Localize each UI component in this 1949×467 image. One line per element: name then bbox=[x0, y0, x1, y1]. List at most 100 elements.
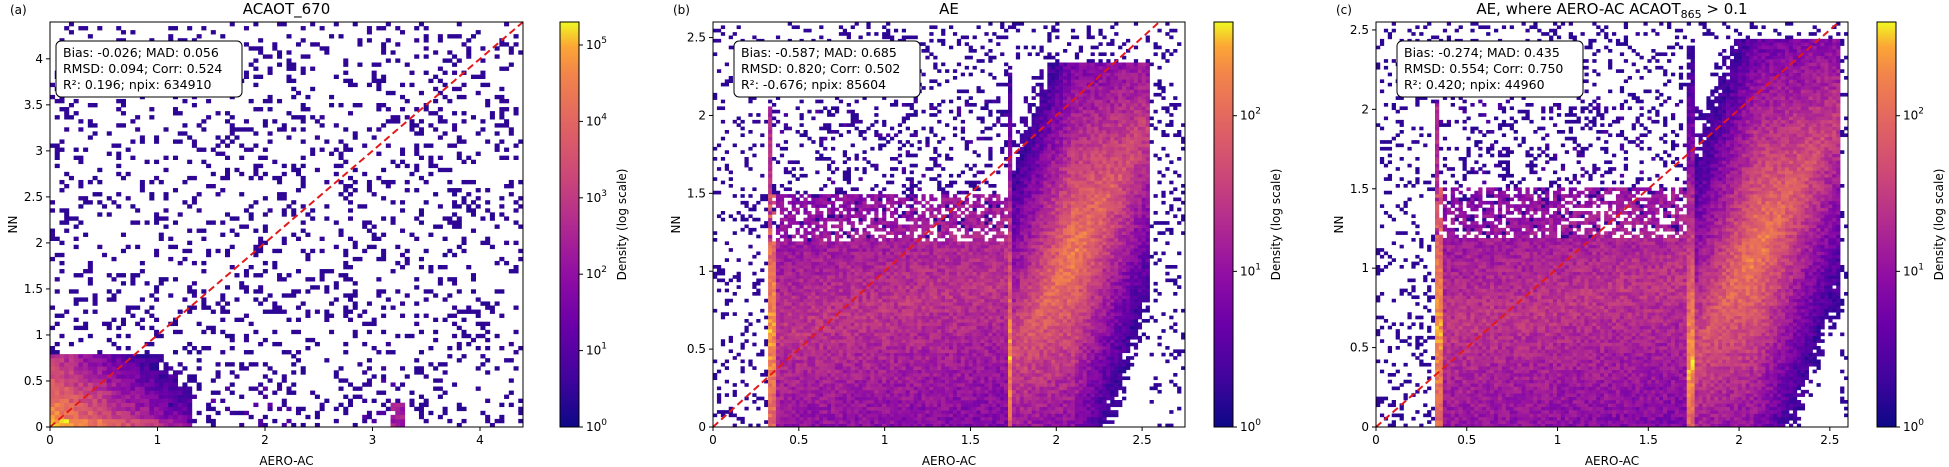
density-cell bbox=[68, 354, 74, 359]
density-cell bbox=[854, 248, 859, 252]
density-cell bbox=[234, 410, 240, 416]
density-cell bbox=[850, 238, 855, 242]
density-cell bbox=[850, 335, 855, 340]
density-cell bbox=[882, 389, 887, 394]
density-cell bbox=[106, 398, 112, 403]
density-cell bbox=[842, 416, 848, 421]
density-cell bbox=[795, 265, 800, 269]
density-cell bbox=[878, 406, 883, 411]
density-cell bbox=[720, 315, 726, 320]
density-cell bbox=[206, 98, 212, 104]
density-cell bbox=[779, 379, 785, 384]
density-cell bbox=[73, 98, 79, 104]
density-cell bbox=[783, 403, 789, 408]
density-cell bbox=[815, 420, 820, 424]
density-cell bbox=[716, 38, 722, 43]
density-cell bbox=[893, 339, 899, 343]
density-cell bbox=[787, 383, 792, 387]
density-cell bbox=[893, 420, 899, 424]
density-cell bbox=[897, 251, 903, 256]
density-cell bbox=[68, 289, 74, 294]
density-cell bbox=[310, 151, 316, 156]
density-cell bbox=[713, 231, 718, 235]
density-cell bbox=[258, 301, 264, 306]
density-cell bbox=[854, 308, 859, 313]
density-cell bbox=[343, 293, 349, 298]
density-cell bbox=[842, 265, 848, 269]
density-cell bbox=[823, 332, 828, 337]
density-cell bbox=[901, 396, 907, 401]
density-cell bbox=[807, 406, 812, 411]
density-cell bbox=[50, 402, 56, 408]
density-cell bbox=[811, 275, 816, 279]
density-cell bbox=[783, 231, 789, 235]
density-cell bbox=[768, 140, 773, 144]
density-cell bbox=[385, 22, 391, 27]
density-cell bbox=[352, 135, 358, 140]
density-cell bbox=[116, 406, 122, 412]
density-cell bbox=[811, 352, 816, 357]
density-cell bbox=[418, 394, 424, 399]
density-cell bbox=[874, 197, 879, 202]
density-cell bbox=[59, 422, 65, 428]
density-cell bbox=[68, 374, 74, 379]
density-cell bbox=[834, 278, 840, 283]
density-cell bbox=[827, 423, 832, 428]
density-cell bbox=[834, 285, 840, 289]
density-cell bbox=[799, 292, 804, 296]
density-cell bbox=[83, 374, 89, 379]
density-cell bbox=[866, 379, 871, 384]
density-cell bbox=[890, 204, 895, 208]
density-cell bbox=[713, 275, 718, 279]
density-cell bbox=[83, 354, 89, 359]
density-cell bbox=[144, 378, 150, 383]
density-cell bbox=[838, 400, 844, 404]
density-cell bbox=[827, 194, 832, 198]
density-cell bbox=[893, 241, 899, 246]
density-cell bbox=[485, 398, 491, 403]
density-cell bbox=[858, 386, 863, 391]
density-cell bbox=[870, 413, 875, 418]
density-cell bbox=[807, 214, 812, 219]
density-cell bbox=[262, 228, 268, 233]
density-cell bbox=[783, 140, 789, 144]
density-cell bbox=[775, 379, 781, 384]
density-cell bbox=[347, 398, 354, 403]
density-cell bbox=[819, 244, 824, 249]
density-cell bbox=[50, 208, 56, 213]
density-cell bbox=[827, 254, 832, 259]
density-cell bbox=[783, 248, 789, 252]
density-cell bbox=[831, 113, 836, 117]
density-cell bbox=[452, 281, 458, 286]
density-cell bbox=[787, 339, 792, 343]
density-cell bbox=[437, 362, 443, 367]
density-cell bbox=[187, 135, 193, 140]
density-cell bbox=[366, 410, 372, 416]
density-cell bbox=[862, 393, 867, 397]
density-cell bbox=[846, 170, 851, 175]
density-cell bbox=[50, 350, 56, 355]
density-cell bbox=[772, 389, 777, 394]
density-cell bbox=[83, 370, 89, 375]
density-cell bbox=[838, 322, 844, 327]
density-cell bbox=[390, 269, 396, 274]
density-cell bbox=[144, 386, 150, 391]
density-cell bbox=[858, 308, 863, 313]
density-cell bbox=[768, 389, 773, 394]
density-cell bbox=[823, 369, 828, 374]
density-cell bbox=[768, 190, 773, 195]
density-cell bbox=[381, 196, 387, 201]
density-cell bbox=[400, 301, 406, 306]
density-cell bbox=[850, 123, 855, 127]
density-cell bbox=[513, 34, 519, 39]
density-cell bbox=[168, 378, 174, 383]
density-cell bbox=[305, 54, 311, 59]
density-cell bbox=[102, 394, 108, 399]
density-cell bbox=[866, 389, 871, 394]
density-cell bbox=[485, 240, 491, 246]
density-cell bbox=[376, 236, 382, 241]
density-cell bbox=[897, 214, 903, 219]
density-cell bbox=[756, 406, 761, 411]
density-cell bbox=[395, 422, 401, 428]
density-cell bbox=[73, 297, 79, 302]
